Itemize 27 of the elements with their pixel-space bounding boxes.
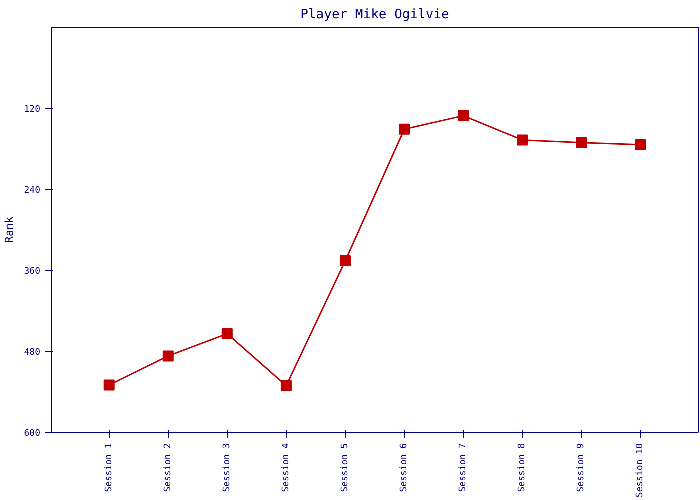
x-tick-label: Session 7 xyxy=(458,443,469,492)
x-tick-label: Session 3 xyxy=(222,443,232,492)
y-tick-label: 480 xyxy=(24,348,41,358)
point xyxy=(104,380,115,391)
y-tick-label: 240 xyxy=(24,186,41,196)
point xyxy=(162,350,174,362)
x-tick-label: Session 10 xyxy=(636,443,646,498)
point xyxy=(458,110,470,122)
point xyxy=(517,134,528,146)
point xyxy=(280,380,292,392)
point xyxy=(399,124,410,135)
y-axis-title: Rank xyxy=(3,216,16,244)
x-tick-label: Session 4 xyxy=(281,443,292,492)
chart-title: Player Mike Ogilvie xyxy=(300,8,450,22)
point xyxy=(576,137,588,148)
y-tick-label: 600 xyxy=(24,429,41,439)
x-tick-label: Session 1 xyxy=(104,443,114,492)
point xyxy=(340,256,351,267)
y-tick-label: 120 xyxy=(24,105,41,115)
x-tick-label: Session 9 xyxy=(576,443,587,492)
point xyxy=(222,328,233,340)
x-tick-label: Session 2 xyxy=(163,443,174,492)
x-tick-label: Session 8 xyxy=(518,443,528,492)
point xyxy=(635,139,646,150)
x-tick-label: Session 5 xyxy=(340,443,350,492)
y-tick-label: 360 xyxy=(24,267,41,277)
x-tick-label: Session 6 xyxy=(400,443,410,492)
